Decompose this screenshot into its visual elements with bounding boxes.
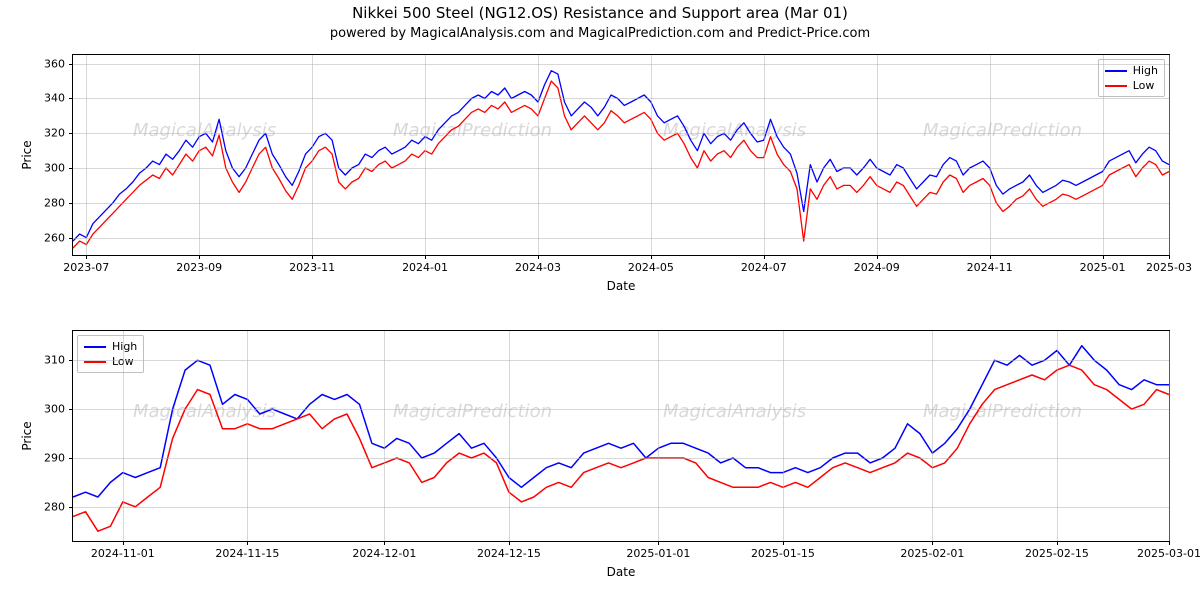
- legend-label-low: Low: [1133, 78, 1155, 93]
- legend-box: High Low: [77, 335, 144, 373]
- x-axis-label: Date: [607, 279, 636, 293]
- legend-item-low: Low: [1105, 78, 1158, 93]
- bottom-chart-panel: MagicalAnalysis MagicalPrediction Magica…: [72, 330, 1170, 542]
- figure: Nikkei 500 Steel (NG12.OS) Resistance an…: [0, 0, 1200, 600]
- x-axis-label: Date: [607, 565, 636, 579]
- top-chart-svg: [73, 55, 1169, 255]
- series-line: [73, 346, 1169, 497]
- legend-item-low: Low: [84, 354, 137, 369]
- legend-item-high: High: [1105, 63, 1158, 78]
- legend-box: High Low: [1098, 59, 1165, 97]
- legend-label-high: High: [1133, 63, 1158, 78]
- series-line: [73, 81, 1169, 248]
- chart-subtitle: powered by MagicalAnalysis.com and Magic…: [0, 26, 1200, 41]
- chart-title: Nikkei 500 Steel (NG12.OS) Resistance an…: [0, 4, 1200, 22]
- top-chart-panel: MagicalAnalysis MagicalPrediction Magica…: [72, 54, 1170, 256]
- y-axis-label: Price: [20, 140, 34, 169]
- legend-label-high: High: [112, 339, 137, 354]
- series-line: [73, 71, 1169, 241]
- y-axis-label: Price: [20, 421, 34, 450]
- legend-item-high: High: [84, 339, 137, 354]
- legend-swatch-low: [1105, 85, 1127, 87]
- legend-swatch-high: [84, 346, 106, 348]
- bottom-chart-svg: [73, 331, 1169, 541]
- legend-swatch-high: [1105, 70, 1127, 72]
